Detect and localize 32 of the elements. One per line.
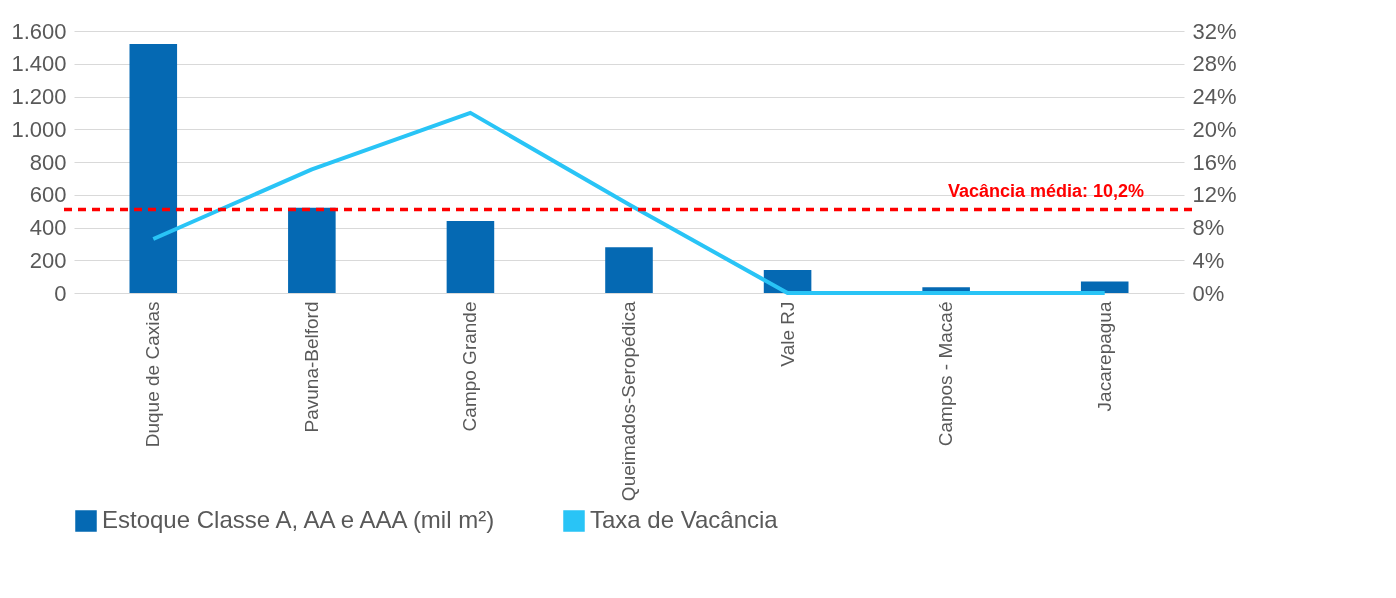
y-tick-label: 400 [29, 215, 67, 240]
x-tick-label: Campos - Macaé [935, 301, 957, 447]
y2-tick-label: 24% [1192, 84, 1237, 109]
bar [288, 207, 336, 293]
y-tick-label: 800 [29, 149, 67, 175]
x-tick-label: Campo Grande [459, 301, 481, 432]
bar [446, 220, 495, 293]
y-tick-label: 200 [29, 247, 67, 273]
y2-tick-label: 28% [1192, 51, 1237, 77]
bar [129, 44, 178, 293]
y2-tick-label: 12% [1192, 182, 1237, 208]
y-tick-label: 1.000 [11, 116, 67, 142]
x-tick-label: Duque de Caxias [142, 301, 164, 448]
y-tick-label: 600 [29, 182, 67, 208]
y-tick-label: 0 [54, 280, 67, 306]
ref-line-label: Vacância média: 10,2% [947, 181, 1144, 202]
y-tick-label: 1.400 [11, 51, 67, 77]
legend-label: Taxa de Vacância [590, 506, 779, 533]
y-tick-label: 1.600 [11, 18, 67, 44]
x-tick-label: Queimados-Seropédica [618, 301, 639, 502]
legend-label: Estoque Classe A, AA e AAA (mil m²) [102, 506, 495, 533]
y2-tick-label: 8% [1192, 215, 1225, 240]
y2-tick-label: 20% [1192, 116, 1237, 142]
x-tick-label: Jacarepagua [1093, 301, 1115, 412]
x-tick-label: Vale RJ [776, 301, 798, 367]
y2-tick-label: 0% [1192, 280, 1225, 306]
y-tick-label: 1.200 [11, 84, 67, 109]
x-tick-label: Pavuna-Belford [300, 301, 322, 433]
bar [605, 247, 653, 293]
y2-tick-label: 32% [1192, 18, 1237, 44]
y2-tick-label: 4% [1192, 247, 1225, 273]
y2-tick-label: 16% [1192, 149, 1237, 175]
